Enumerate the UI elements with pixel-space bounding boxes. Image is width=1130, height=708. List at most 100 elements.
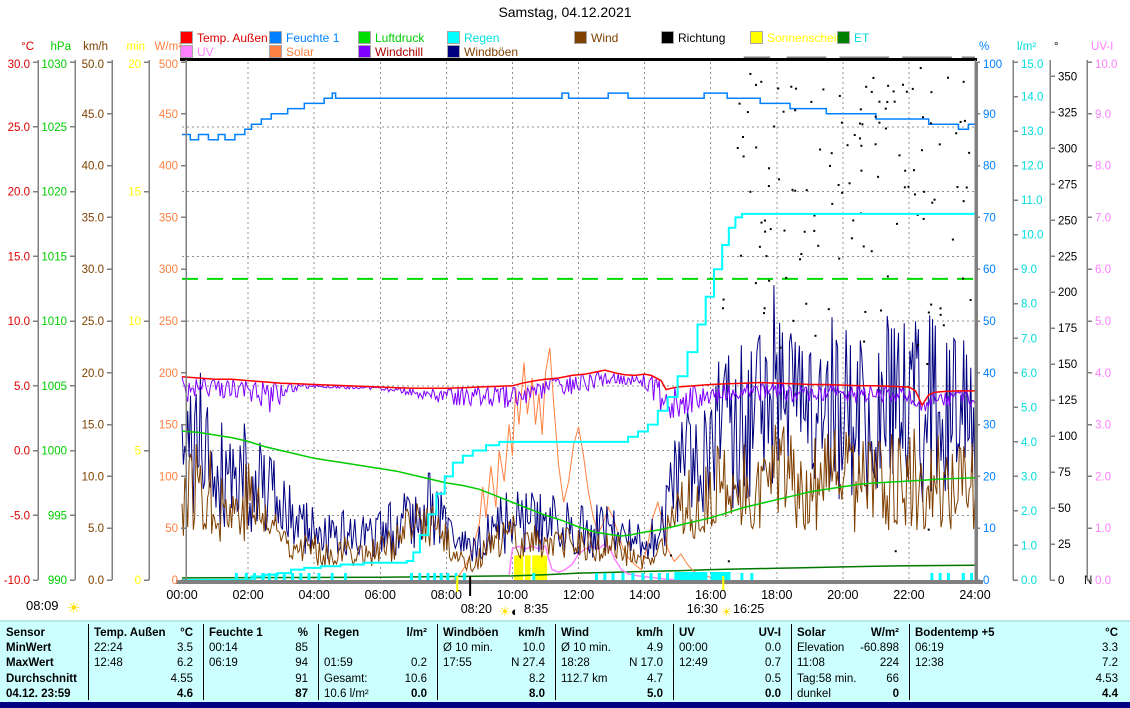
cell-label: Tag:58 min. [797,673,856,685]
cell-value: 94 [295,657,308,669]
svg-text:15: 15 [128,187,141,199]
svg-text:0: 0 [1058,575,1064,587]
weather-chart: 30.025.020.015.010.05.00.0-5.0-10.0°C103… [0,0,1130,620]
sensor-name: UV [679,627,695,639]
svg-text:995: 995 [48,510,67,522]
svg-text:125: 125 [1058,395,1077,407]
cell-label: 06:19 [915,642,944,654]
cell-value: 3.5 [177,642,193,654]
cell-value: 85 [295,642,308,654]
svg-text:50: 50 [165,523,178,535]
svg-text:5.0: 5.0 [14,381,30,393]
svg-text:-10.0: -10.0 [4,575,30,587]
cell-label: 12:48 [94,657,123,669]
svg-text:25.0: 25.0 [82,316,104,328]
table-col-uv: UVUV-I00:000.012:490.70.50.0 [679,625,781,702]
svg-text:1.0: 1.0 [1095,523,1111,535]
table-separator [203,624,204,700]
svg-text:450: 450 [159,109,178,121]
axis-min: 20151050min [126,41,149,587]
cell-label: 22:24 [94,642,123,654]
sensor-name: Feuchte 1 [209,627,263,639]
sensor-unit: km/h [636,627,663,639]
svg-text:9.0: 9.0 [1095,109,1111,121]
sensor-unit: UV-I [759,627,781,639]
cell-value: 91 [295,673,308,685]
svg-text:20.0: 20.0 [8,187,30,199]
cell-value: 0.7 [765,657,781,669]
svg-text:225: 225 [1058,251,1077,263]
svg-text:300: 300 [1058,143,1077,155]
row-label: MinWert [6,642,51,654]
stats-table: SensorMinWertMaxWertDurchschnitt04.12. 2… [0,620,1130,702]
sensor-name: Wind [561,627,589,639]
svg-text:16:25: 16:25 [733,602,764,616]
cell-label: Gesamt: [324,673,367,685]
svg-text:9.0: 9.0 [1021,264,1037,276]
sensor-unit: °C [180,627,193,639]
svg-text:°C: °C [21,41,34,53]
table-col-regen: Regenl/m²01:590.2Gesamt:10.610.6 l/m²0.0 [324,625,427,702]
svg-text:km/h: km/h [83,41,108,53]
table-separator [555,624,556,700]
svg-text:1015: 1015 [41,251,67,263]
table-separator [318,624,319,700]
svg-text:22:00: 22:00 [893,588,924,602]
svg-text:00:00: 00:00 [166,588,197,602]
cell-value: 4.9 [647,642,663,654]
cell-value: 8.2 [529,673,545,685]
sensor-name: Bodentemp +5 [915,627,995,639]
moon-icon: ◐ [511,604,519,619]
sunrise-icon: ☀ [67,600,80,617]
table-separator [88,624,89,700]
svg-text:50.0: 50.0 [82,59,104,71]
cell-value: 0.5 [765,673,781,685]
table-col-wind: Windkm/hØ 10 min.4.918:28N 17.0112.7 km4… [561,625,663,702]
svg-text:30: 30 [983,420,996,432]
svg-text:60: 60 [983,264,996,276]
sensor-name: Regen [324,627,359,639]
table-col-bodentemp-5: Bodentemp +5°C06:193.312:387.24.534.4 [915,625,1118,702]
cell-value: -60.898 [860,642,899,654]
svg-text:40: 40 [983,368,996,380]
svg-text:02:00: 02:00 [232,588,263,602]
cell-value: 4.6 [177,688,193,700]
svg-text:400: 400 [159,161,178,173]
axis-UVI: 10.09.08.07.06.05.04.03.02.01.00.0UV-I [1087,41,1117,587]
cell-label: 01:59 [324,657,353,669]
svg-text:5.0: 5.0 [1095,316,1111,328]
svg-text:500: 500 [159,59,178,71]
svg-text:90: 90 [983,109,996,121]
sensor-unit: km/h [518,627,545,639]
svg-text:5.0: 5.0 [1021,402,1037,414]
cell-value: 87 [295,688,308,700]
svg-text:50: 50 [983,316,996,328]
cell-label: 112.7 km [561,673,607,685]
svg-text:200: 200 [159,368,178,380]
sensor-unit: °C [1105,627,1118,639]
svg-text:16:30: 16:30 [687,602,718,616]
cell-label: 00:00 [679,642,708,654]
axis-lm: 15.014.013.012.011.010.09.08.07.06.05.04… [1013,41,1043,587]
x-axis: 00:0002:0004:0006:0008:0010:0012:0014:00… [166,588,990,602]
svg-text:min: min [126,41,145,53]
svg-text:10: 10 [983,523,996,535]
cell-value: 3.3 [1102,642,1118,654]
svg-text:7.0: 7.0 [1095,212,1111,224]
grid [182,62,975,580]
cell-label: Elevation [797,642,844,654]
cell-label: Ø 10 min. [561,642,611,654]
window-bottom-edge [0,702,1130,708]
svg-text:150: 150 [159,420,178,432]
svg-text:1030: 1030 [41,59,67,71]
svg-text:°: ° [1054,41,1059,53]
svg-text:N: N [1084,575,1092,587]
svg-text:08:09: 08:09 [26,598,59,613]
cell-value: N 17.0 [629,657,663,669]
cell-label: 12:49 [679,657,708,669]
cell-label: Ø 10 min. [443,642,493,654]
svg-text:45.0: 45.0 [82,109,104,121]
cell-value: 10.0 [523,642,545,654]
svg-text:1000: 1000 [41,446,67,458]
svg-text:4.0: 4.0 [1095,368,1111,380]
